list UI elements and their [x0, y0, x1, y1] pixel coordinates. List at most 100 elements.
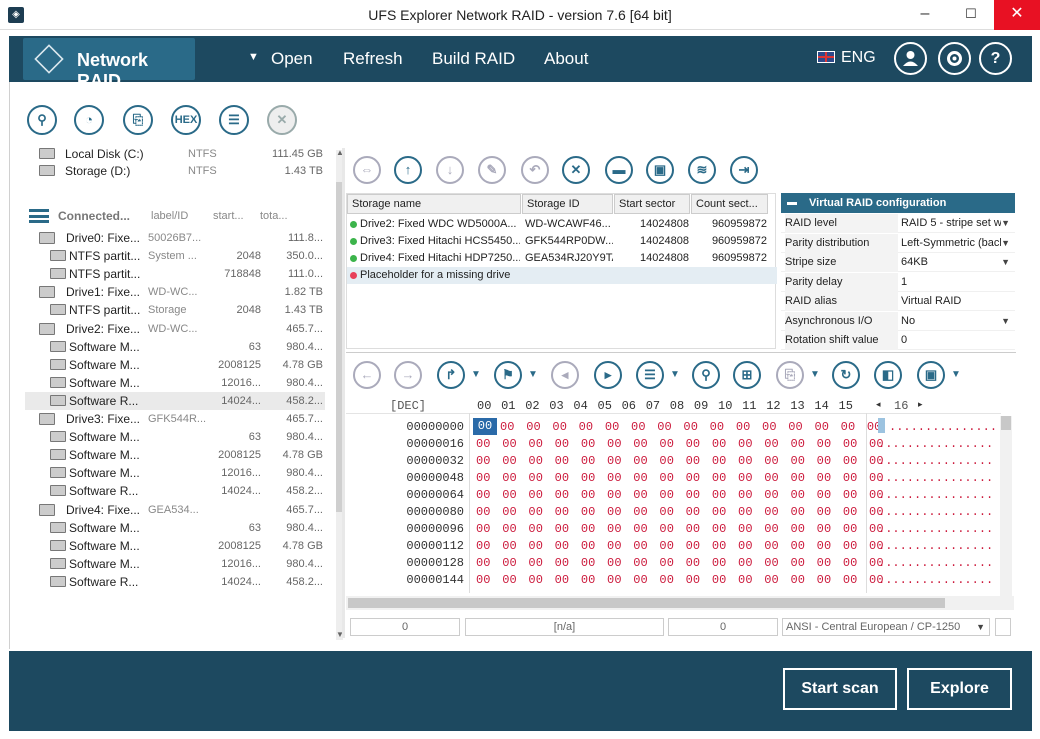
hex-bytes[interactable]: 00 00 00 00 00 00 00 00 00 00 00 00 00 0…	[476, 454, 884, 468]
gear-icon[interactable]	[938, 42, 971, 75]
hex-bytes[interactable]: 00 00 00 00 00 00 00 00 00 00 00 00 00 0…	[476, 488, 884, 502]
partition-item[interactable]: Software M... 2008125 4.78 GB	[25, 537, 325, 555]
config-row[interactable]: RAID alias Virtual RAID	[781, 292, 1015, 311]
partition-item[interactable]: Software R... 14024... 458.2...	[25, 573, 325, 591]
scroll-up-icon[interactable]: ▲	[336, 148, 344, 157]
search-icon[interactable]: ⚲	[27, 105, 57, 135]
move-down-icon[interactable]: ↓	[436, 156, 464, 184]
scrollbar-thumb[interactable]	[336, 182, 343, 512]
bookmark-icon[interactable]: ⚑	[494, 361, 522, 389]
hex-bytes[interactable]: 00 00 00 00 00 00 00 00 00 00 00 00 00 0…	[500, 420, 882, 434]
save-hex-icon[interactable]: ▣	[917, 361, 945, 389]
chevron-down-icon[interactable]: ▼	[471, 369, 481, 380]
language-selector[interactable]: ENG	[841, 49, 876, 66]
partition-item[interactable]: Software M... 2008125 4.78 GB	[25, 356, 325, 374]
chevron-down-icon[interactable]: ▼	[670, 369, 680, 380]
config-row[interactable]: Stripe size 64KB ▼	[781, 253, 1015, 272]
partition-search-icon[interactable]: ◔	[74, 105, 104, 135]
template-icon[interactable]: ☰	[636, 361, 664, 389]
menu-build-raid[interactable]: Build RAID	[432, 49, 516, 68]
move-up-icon[interactable]: ↑	[394, 156, 422, 184]
partition-item[interactable]: Software R... 14024... 458.2...	[25, 482, 325, 500]
explore-button[interactable]: Explore	[907, 668, 1012, 710]
hex-hscroll[interactable]	[346, 596, 1014, 610]
width-next-icon[interactable]: ▸	[918, 399, 923, 409]
local-disk-item[interactable]: Local Disk (C:) NTFS 111.45 GB	[10, 145, 325, 163]
drive-item[interactable]: Drive4: Fixe... GEA534... 465.7...	[25, 501, 325, 519]
layers-icon[interactable]: ≋	[688, 156, 716, 184]
drive-item[interactable]: Drive3: Fixe... GFK544R... 465.7...	[25, 410, 325, 428]
list-icon[interactable]: ☰	[219, 105, 249, 135]
hex-ascii[interactable]: ................	[878, 488, 994, 502]
chevron-down-icon[interactable]: ▼	[528, 369, 538, 380]
encoding-select[interactable]: ANSI - Central European / CP-1250 ▼	[782, 618, 990, 636]
splitter[interactable]	[342, 148, 345, 638]
scroll-down-icon[interactable]: ▼	[336, 630, 344, 639]
hex-bytes[interactable]: 00 00 00 00 00 00 00 00 00 00 00 00 00 0…	[476, 539, 884, 553]
export-icon[interactable]: ⇥	[730, 156, 758, 184]
close-icon[interactable]: ✕	[267, 105, 297, 135]
forward-icon[interactable]: →	[394, 361, 422, 389]
hex-bytes[interactable]: 00 00 00 00 00 00 00 00 00 00 00 00 00 0…	[476, 437, 884, 451]
hex-vscroll[interactable]	[1000, 416, 1012, 596]
drive-row[interactable]: Drive2: Fixed WDC WD5000A... WD-WCAWF46..…	[347, 216, 777, 233]
partition-item[interactable]: NTFS partit... Storage 2048 1.43 TB	[25, 301, 325, 319]
user-icon[interactable]	[894, 42, 927, 75]
start-scan-button[interactable]: Start scan	[783, 668, 897, 710]
open-folder-icon[interactable]: ▬	[605, 156, 633, 184]
hex-ascii[interactable]: ................	[878, 573, 994, 587]
tree-scrollbar[interactable]: ▲ ▼	[336, 148, 344, 640]
hex-bytes[interactable]: 00 00 00 00 00 00 00 00 00 00 00 00 00 0…	[476, 556, 884, 570]
menu-open[interactable]: Open	[271, 49, 313, 68]
uk-flag-icon[interactable]	[817, 51, 835, 63]
drive-item[interactable]: Drive2: Fixe... WD-WC... 465.7...	[25, 320, 325, 338]
partition-item[interactable]: Software M... 63 980.4...	[25, 338, 325, 356]
minimize-button[interactable]: –	[920, 5, 930, 22]
hex-ascii[interactable]: ................	[878, 522, 994, 536]
drive-item[interactable]: Drive1: Fixe... WD-WC... 1.82 TB	[25, 283, 325, 301]
col-count-sectors[interactable]: Count sect...	[691, 194, 768, 214]
partition-item[interactable]: NTFS partit... System ... 2048 350.0...	[25, 247, 325, 265]
selected-byte[interactable]: 00	[473, 418, 497, 435]
maximize-button[interactable]: ☐	[965, 6, 977, 21]
partition-item[interactable]: Software M... 63 980.4...	[25, 519, 325, 537]
copy-icon[interactable]: ⎘	[776, 361, 804, 389]
close-button[interactable]: ✕	[994, 0, 1040, 30]
chevron-down-icon[interactable]: ▼	[951, 369, 961, 380]
chevron-down-icon[interactable]: ▼	[810, 369, 820, 380]
disk-image-icon[interactable]: ⎘	[123, 105, 153, 135]
help-icon[interactable]: ?	[979, 42, 1012, 75]
partition-item[interactable]: Software M... 12016... 980.4...	[25, 374, 325, 392]
collapse-icon[interactable]: ▬	[787, 197, 797, 208]
hex-ascii[interactable]: ................	[878, 471, 994, 485]
panel-icon[interactable]: ◧	[874, 361, 902, 389]
partition-item[interactable]: Software M... 12016... 980.4...	[25, 555, 325, 573]
find-icon[interactable]: ⚲	[692, 361, 720, 389]
config-row[interactable]: Parity delay 1	[781, 272, 1015, 292]
menu-refresh[interactable]: Refresh	[343, 49, 403, 68]
drive-row[interactable]: Drive3: Fixed Hitachi HCS5450... GFK544RP…	[347, 233, 777, 250]
hex-bytes[interactable]: 00 00 00 00 00 00 00 00 00 00 00 00 00 0…	[476, 522, 884, 536]
edit-icon[interactable]: ✎	[478, 156, 506, 184]
jump-icon[interactable]: ↱	[437, 361, 465, 389]
partition-item[interactable]: Software M... 12016... 980.4...	[25, 464, 325, 482]
col-storage-id[interactable]: Storage ID	[522, 194, 613, 214]
bookmark-next-icon[interactable]: ▸	[594, 361, 622, 389]
col-storage-name[interactable]: Storage name	[347, 194, 521, 214]
drive-row[interactable]: Drive4: Fixed Hitachi HDP7250... GEA534RJ…	[347, 250, 777, 267]
menu-about[interactable]: About	[544, 49, 589, 68]
hex-ascii[interactable]: ................	[878, 505, 994, 519]
hex-bytes[interactable]: 00 00 00 00 00 00 00 00 00 00 00 00 00 0…	[476, 471, 884, 485]
remove-icon[interactable]: ✕	[562, 156, 590, 184]
bookmark-back-icon[interactable]: ◂	[551, 361, 579, 389]
partition-item[interactable]: Software M... 2008125 4.78 GB	[25, 446, 325, 464]
drive-row[interactable]: Placeholder for a missing drive	[347, 267, 777, 284]
reconfigure-icon[interactable]: ⇔	[353, 156, 381, 184]
refresh-icon[interactable]: ↻	[832, 361, 860, 389]
undo-icon[interactable]: ↶	[521, 156, 549, 184]
hex-ascii[interactable]: ................	[878, 437, 994, 451]
config-row[interactable]: Asynchronous I/O No ▼	[781, 311, 1015, 331]
hex-ascii[interactable]: ...............	[889, 420, 998, 434]
